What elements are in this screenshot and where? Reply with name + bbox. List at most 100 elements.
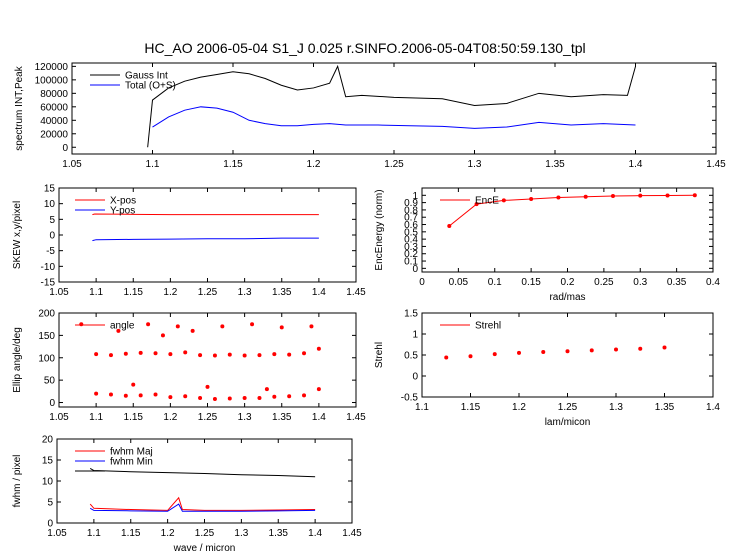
ellipse-data-point	[123, 393, 128, 398]
skew-ytick-label: -5	[46, 246, 55, 257]
encircled-xtick-label: 0.1	[488, 277, 502, 288]
ellipse-xtick-label: 1.4	[312, 412, 326, 423]
ellipse-data-point	[302, 393, 307, 398]
skew-xtick-label: 1.2	[163, 287, 177, 298]
spectrum-legend-label: Total (O+S)	[125, 81, 176, 92]
strehl-ytick-label: 1	[412, 330, 418, 341]
ellipse-data-point	[190, 328, 195, 333]
encircled-ytick-label: 0.6	[404, 220, 418, 231]
fwhm-xtick-label: 1.4	[308, 528, 322, 539]
encircled-ytick-label: 0.1	[404, 257, 418, 268]
strehl-data-point	[565, 349, 570, 354]
spectrum-ytick-label: 120000	[35, 62, 69, 73]
skew-ylabel: SKEW x,y/pixel	[12, 201, 23, 269]
spectrum-xtick-label: 1.05	[62, 159, 82, 170]
ellipse-xtick-label: 1.2	[163, 412, 177, 423]
spectrum-ytick-label: 80000	[40, 89, 68, 100]
encircled-ytick-label: 1	[412, 191, 418, 202]
spectrum-xtick-label: 1.2	[307, 159, 321, 170]
spectrum-ytick-label: 100000	[35, 75, 69, 86]
fwhm-xtick-label: 1.35	[269, 528, 289, 539]
ellipse-data-point	[302, 351, 307, 356]
encircled-xlabel: rad/mas	[549, 292, 585, 303]
strehl-ytick-label: 0.5	[404, 351, 418, 362]
spectrum-ytick-label: 0	[62, 143, 68, 154]
encircled-xtick-label: 0.15	[521, 277, 541, 288]
fwhm-xlabel: wave / micron	[173, 543, 236, 554]
skew-xtick-label: 1.45	[346, 287, 366, 298]
ellipse-data-point	[227, 396, 232, 401]
skew-plot-frame	[58, 187, 357, 283]
ellipse-data-point	[160, 333, 165, 338]
ellipse-xtick-label: 1.35	[272, 412, 292, 423]
ellipse-data-point	[242, 396, 247, 401]
encircled-data-point	[665, 193, 670, 198]
ellipse-data-point	[257, 396, 262, 401]
encircled-xtick-label: 0.2	[561, 277, 575, 288]
ellipse-ytick-label: 200	[38, 309, 55, 320]
ellipse-data-point	[146, 322, 151, 327]
skew-xtick-label: 1.15	[124, 287, 144, 298]
encircled-xtick-label: 0.35	[667, 277, 687, 288]
spectrum-series-line-0	[147, 64, 636, 148]
spectrum-plot-frame	[71, 62, 717, 155]
skew-xtick-label: 1.05	[49, 287, 69, 298]
spectrum-xtick-label: 1.4	[629, 159, 643, 170]
ellipse-data-point	[279, 325, 284, 330]
skew-xtick-label: 1.3	[238, 287, 252, 298]
encircled-ytick-label: 0.2	[404, 249, 418, 260]
fwhm-xtick-label: 1.05	[47, 528, 67, 539]
ellipse-data-point	[212, 396, 217, 401]
strehl-xtick-label: 1.4	[706, 402, 720, 413]
strehl-ytick-label: -0.5	[401, 393, 419, 404]
fwhm-ytick-label: 5	[47, 498, 53, 509]
skew-ytick-label: -15	[41, 278, 56, 289]
ellipse-data-point	[287, 394, 292, 399]
encircled-data-point	[529, 196, 534, 201]
ellipse-data-point	[309, 324, 314, 329]
strehl-xlabel: lam/micon	[545, 417, 591, 428]
fwhm-xtick-label: 1.3	[234, 528, 248, 539]
fwhm-ylabel: fwhm / pixel	[12, 455, 23, 508]
strehl-xtick-label: 1.35	[655, 402, 675, 413]
fwhm-xtick-label: 1.1	[87, 528, 101, 539]
ellipse-data-point	[116, 328, 121, 333]
spectrum-xtick-label: 1.1	[146, 159, 160, 170]
ellipse-data-point	[79, 322, 84, 327]
encircled-legend-label: EncE	[475, 196, 499, 207]
strehl-legend-label: Strehl	[475, 321, 501, 332]
encircled-xtick-label: 0.25	[594, 277, 614, 288]
fwhm-ytick-label: 20	[42, 435, 54, 446]
skew-xtick-label: 1.1	[89, 287, 103, 298]
skew-series-line-0	[92, 213, 319, 216]
encircled-ylabel: EncEnergy (norm)	[374, 189, 385, 270]
strehl-data-point	[517, 350, 521, 355]
encircled-data-point	[556, 195, 561, 200]
encircled-data-point	[638, 193, 643, 198]
ellipse-data-point	[168, 352, 173, 357]
ellipse-data-point	[138, 393, 143, 398]
encircled-data-point	[501, 198, 506, 203]
encircled-ytick-label: 0.9	[404, 198, 418, 209]
ellipse-ytick-label: 50	[44, 376, 56, 387]
skew-xtick-label: 1.4	[312, 287, 326, 298]
ellipse-data-point	[153, 351, 158, 356]
strehl-data-point	[468, 354, 473, 359]
skew-series-line-1	[92, 237, 319, 242]
ellipse-data-point	[227, 352, 232, 357]
encircled-ytick-label: 0.8	[404, 205, 418, 216]
ellipse-data-point	[168, 395, 173, 400]
ellipse-xtick-label: 1.15	[124, 412, 144, 423]
strehl-plot-frame	[421, 312, 714, 398]
fwhm-ytick-label: 0	[47, 519, 53, 530]
encircled-xtick-label: 0.05	[449, 277, 469, 288]
encircled-xtick-label: 0	[419, 277, 425, 288]
ellipse-data-point	[131, 382, 136, 387]
encircled-data-point	[447, 223, 452, 228]
strehl-xtick-label: 1.1	[415, 402, 429, 413]
fwhm-xtick-label: 1.45	[342, 528, 362, 539]
encircled-plot-frame	[421, 187, 714, 273]
ellipse-data-point	[198, 396, 203, 401]
encircled-ytick-label: 0.7	[404, 213, 418, 224]
ellipse-data-point	[94, 352, 99, 357]
